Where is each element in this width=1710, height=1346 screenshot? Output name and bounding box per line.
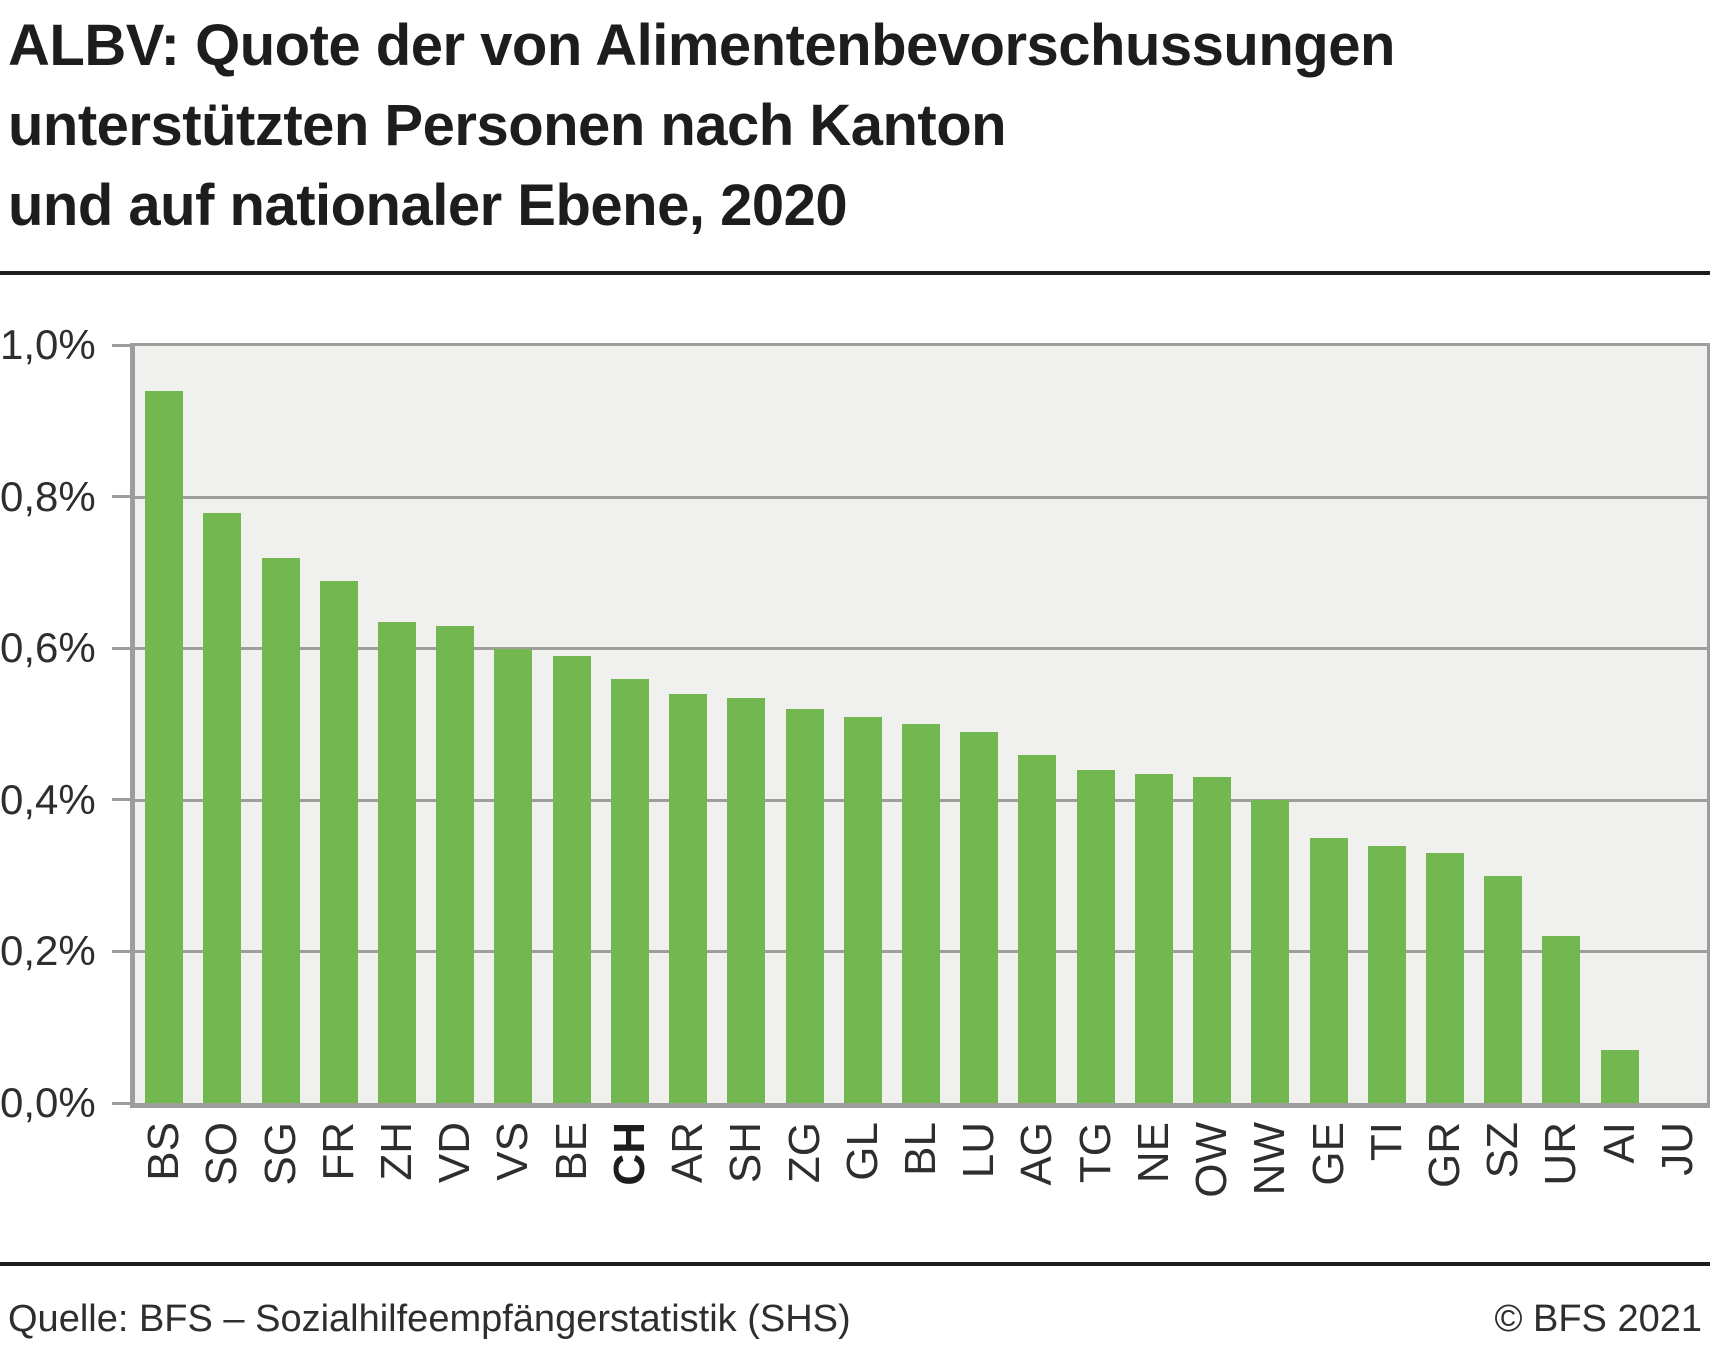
y-tick: [112, 343, 135, 347]
x-axis-label-JU: JU: [1652, 1122, 1702, 1176]
x-axis-label-ZG: ZG: [779, 1122, 829, 1184]
bar-FR: [319, 581, 358, 1103]
bar-LU: [960, 732, 999, 1103]
title-line: und auf nationaler Ebene, 2020: [8, 173, 848, 238]
title-rule: [0, 271, 1710, 275]
x-axis-label-TG: TG: [1070, 1122, 1120, 1184]
y-axis-label: 0,6%: [0, 624, 96, 672]
x-axis-label-OW: OW: [1187, 1122, 1237, 1198]
y-axis-label: 1,0%: [0, 321, 96, 368]
x-axis-label-AR: AR: [663, 1122, 713, 1184]
gridline: [135, 495, 1707, 499]
bar-GL: [843, 717, 882, 1103]
y-tick: [112, 1101, 135, 1105]
bar-AR: [669, 694, 708, 1103]
y-axis-label: 0,2%: [0, 927, 96, 975]
x-axis-label-SG: SG: [255, 1122, 305, 1186]
bar-AG: [1018, 755, 1057, 1103]
x-axis-label-BE: BE: [546, 1122, 596, 1181]
bar-UR: [1542, 936, 1581, 1103]
y-tick: [112, 646, 135, 650]
bar-SG: [261, 558, 300, 1103]
x-axis-label-ZH: ZH: [372, 1122, 421, 1181]
footer-rule: [0, 1262, 1710, 1266]
bar-ZH: [378, 622, 416, 1103]
y-axis-label: 0,0%: [0, 1079, 96, 1126]
x-axis-label-CH: CH: [604, 1122, 654, 1186]
x-axis-label-LU: LU: [954, 1122, 1004, 1179]
bar-GE: [1309, 838, 1348, 1103]
x-axis-label-NE: NE: [1128, 1122, 1178, 1184]
bar-BE: [552, 656, 591, 1103]
bar-SO: [203, 513, 242, 1103]
y-axis-label: 0,4%: [0, 775, 96, 823]
title-line: unterstützten Personen nach Kanton: [8, 93, 1007, 158]
bar-OW: [1193, 777, 1232, 1103]
y-axis-label: 0,8%: [0, 472, 96, 520]
bar-VD: [436, 626, 475, 1103]
x-axis-label-VD: VD: [430, 1122, 480, 1184]
copyright-text: © BFS 2021: [1494, 1298, 1702, 1340]
x-axis-label-FR: FR: [313, 1122, 363, 1181]
x-axis-label-AI: AI: [1594, 1122, 1644, 1164]
y-tick: [112, 949, 135, 953]
x-axis-label-GR: GR: [1420, 1122, 1469, 1188]
plot-area: [130, 343, 1710, 1108]
x-axis-label-UR: UR: [1536, 1122, 1586, 1186]
bar-BS: [145, 391, 184, 1103]
x-axis-label-BS: BS: [139, 1122, 189, 1181]
x-axis-label-AG: AG: [1012, 1122, 1062, 1186]
y-tick: [112, 798, 135, 802]
y-tick: [112, 495, 135, 499]
x-axis-label-SZ: SZ: [1478, 1122, 1528, 1179]
bar-TG: [1076, 770, 1115, 1103]
bar-GR: [1426, 853, 1464, 1103]
x-axis-label-GL: GL: [837, 1122, 887, 1181]
title-line: ALBV: Quote der von Alimentenbevorschuss…: [8, 13, 1395, 78]
gridline: [135, 647, 1707, 651]
x-axis-label-SO: SO: [197, 1122, 247, 1186]
x-axis-label-SH: SH: [721, 1122, 771, 1184]
x-axis-label-BL: BL: [896, 1122, 945, 1176]
bar-VS: [494, 649, 533, 1103]
bar-BL: [902, 724, 940, 1103]
bar-NW: [1251, 800, 1290, 1103]
x-axis-label-NW: NW: [1245, 1122, 1295, 1196]
page-title: ALBV: Quote der von Alimentenbevorschuss…: [8, 6, 1395, 246]
bar-SH: [727, 698, 766, 1103]
bar-ZG: [785, 709, 824, 1103]
footer: Quelle: BFS – Sozialhilfeempfängerstatis…: [0, 1296, 1710, 1342]
source-text: Quelle: BFS – Sozialhilfeempfängerstatis…: [8, 1298, 851, 1340]
x-axis-label-GE: GE: [1303, 1122, 1353, 1186]
bar-SZ: [1484, 876, 1523, 1103]
x-axis-label-VS: VS: [488, 1122, 538, 1181]
bar-AI: [1600, 1050, 1639, 1103]
bar-CH: [610, 679, 649, 1103]
bar-TI: [1367, 846, 1406, 1103]
x-axis-label-TI: TI: [1361, 1122, 1411, 1162]
bar-NE: [1134, 774, 1173, 1103]
